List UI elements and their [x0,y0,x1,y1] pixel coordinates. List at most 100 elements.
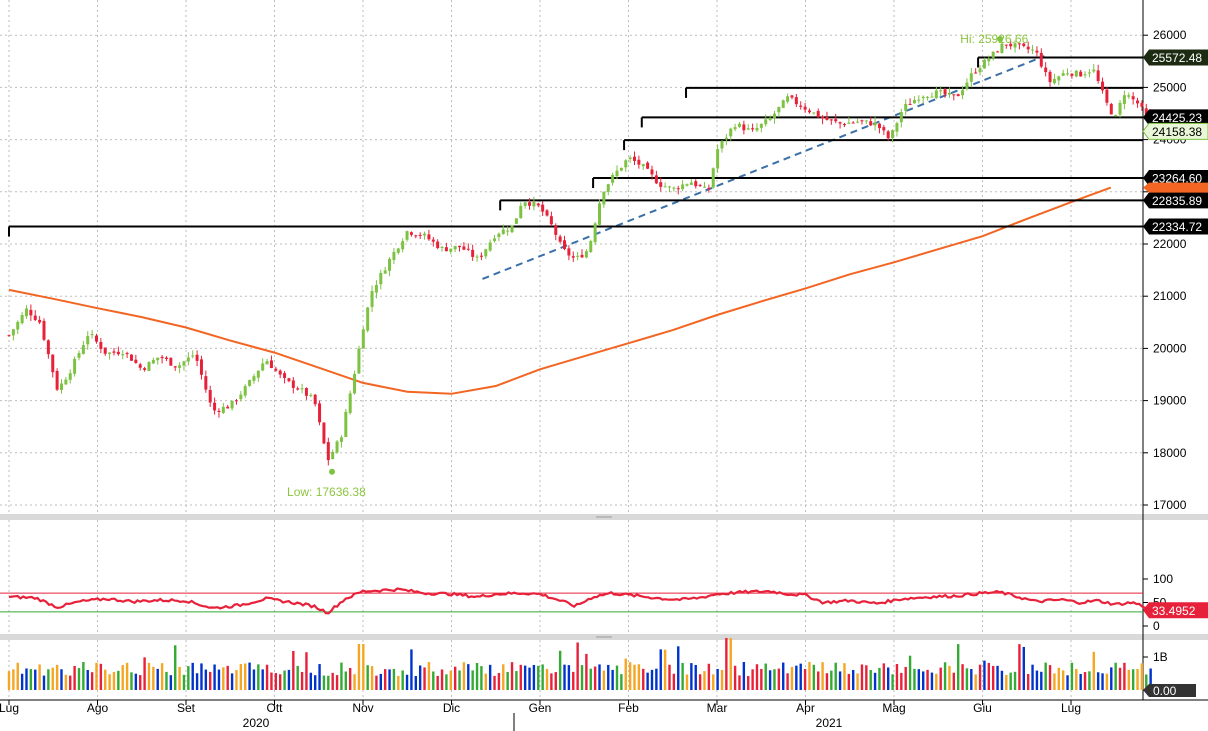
volume-bar [777,668,781,690]
volume-bar [51,667,54,690]
candle-up [256,370,260,378]
candle-up [921,96,925,99]
volume-bar [768,670,772,690]
candle-up [361,329,365,349]
horizontal-levels [8,56,1143,237]
volume-bar [143,657,146,690]
volume-bar [974,674,977,690]
candle-up [90,334,94,336]
candle-down [103,347,107,354]
volume-bar [375,675,378,690]
candle-up [930,96,934,98]
candle-down [46,340,50,355]
candle-down [794,97,798,105]
candle-down [825,117,829,120]
volume-bar [978,664,982,690]
candle-up [602,191,606,205]
volume-bar [795,665,798,690]
volume-bar [690,663,693,690]
volume-bar [156,668,159,690]
candle-down [134,359,138,363]
volume-bar [970,669,973,690]
high-annotation: Hi: 25926.66 [960,32,1028,46]
volume-bar [519,664,522,690]
candle-up [982,59,986,69]
volume-bar [834,662,837,690]
volume-bar [843,663,846,690]
price-tag: 24158.38 [1142,122,1208,140]
candle-up [510,225,514,233]
volume-bar [856,673,859,690]
rsi-last-label: 33.4952 [1152,604,1196,618]
price-tag-box [1143,192,1208,209]
candle-down [707,187,711,189]
volume-bar [95,662,98,690]
candle-down [952,94,956,96]
volume-bar [287,669,291,690]
volume-bar [860,664,864,690]
candle-up [891,130,895,138]
candle-up [759,123,763,128]
volume-tick-label: 1B [1153,650,1168,664]
volume-bar [532,664,536,690]
volume-bar [528,667,531,690]
candle-up [156,357,160,361]
volume-bar [838,671,842,690]
candle-down [296,388,300,390]
candle-down [431,239,435,242]
volume-bar [34,669,37,690]
volume-bar [515,671,518,690]
candle-up [912,99,916,104]
candle-down [112,351,116,353]
candle-up [1074,70,1078,77]
candle-up [720,140,724,149]
volume-bar [410,649,413,690]
candle-up [147,362,151,372]
candle-up [64,379,68,385]
volume-bar [873,672,877,690]
volume-bar [760,668,763,690]
volume-bar [436,675,439,690]
candle-up [1114,115,1118,117]
volume-bar [624,658,627,690]
price-tag: 22334.72 [1143,218,1208,235]
moving-average-tag [1143,182,1208,193]
candle-down [287,378,291,382]
volume-bar [134,673,138,690]
candle-up [733,127,737,130]
rsi-tick-label: 100 [1153,572,1173,586]
candle-down [436,241,440,249]
candle-down [195,354,199,361]
candle-up [11,329,15,336]
candle-up [598,203,602,225]
volume-bar [786,673,789,690]
price-tag: 25572.48 [1143,49,1208,66]
candle-up [353,373,357,394]
volume-bar [64,674,68,690]
volume-bar [252,669,256,690]
candle-up [1057,76,1061,81]
candle-down [269,360,273,369]
volume-bar [265,664,269,690]
volume-bar [852,669,855,690]
candle-up [344,411,348,437]
volume-bar [668,664,671,690]
volume-bar [585,653,588,690]
volume-bar [698,674,702,690]
candle-up [248,380,252,386]
candle-down [1101,81,1105,91]
volume-bar [1136,669,1139,690]
volume-bar [60,669,63,690]
candle-up [934,90,938,99]
candle-down [318,403,322,423]
volume-bar [1105,673,1109,690]
candle-up [847,122,851,124]
candle-up [383,270,387,274]
candle-up [716,149,720,169]
candle-down [213,402,217,411]
candle-down [304,388,308,396]
volume-bar [707,663,711,690]
candle-down [1048,71,1052,83]
candle-up [440,247,444,249]
volume-bar [423,667,426,690]
